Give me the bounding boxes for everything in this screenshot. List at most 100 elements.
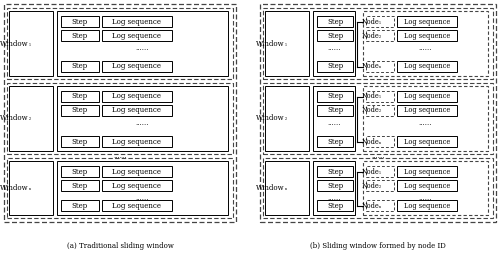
Text: Window: Window xyxy=(256,40,285,47)
Text: ₁: ₁ xyxy=(285,41,287,46)
Bar xyxy=(313,161,355,215)
Text: Log sequence: Log sequence xyxy=(404,92,450,101)
Text: Window: Window xyxy=(256,184,285,192)
Text: Step: Step xyxy=(72,92,88,101)
Bar xyxy=(366,105,394,116)
Bar xyxy=(366,16,394,27)
Text: Log sequence: Log sequence xyxy=(112,62,162,71)
Bar xyxy=(61,180,99,191)
Text: Log sequence: Log sequence xyxy=(404,137,450,146)
Bar xyxy=(366,180,394,191)
Text: Step: Step xyxy=(327,201,343,210)
Bar xyxy=(102,105,172,116)
Text: ......: ...... xyxy=(419,194,432,202)
Text: Log sequence: Log sequence xyxy=(404,62,450,71)
Text: Step: Step xyxy=(327,62,343,71)
Bar xyxy=(61,30,99,41)
Text: Window: Window xyxy=(0,40,29,47)
Text: ₁: ₁ xyxy=(379,20,381,24)
Text: ......: ...... xyxy=(136,194,149,202)
Text: Step: Step xyxy=(72,182,88,189)
Text: Node: Node xyxy=(361,182,379,189)
Text: Log sequence: Log sequence xyxy=(112,106,162,115)
Text: ......: ...... xyxy=(419,44,432,52)
Text: Log sequence: Log sequence xyxy=(112,18,162,25)
Bar xyxy=(7,8,233,79)
Text: ₂: ₂ xyxy=(379,34,381,39)
Bar xyxy=(9,86,53,151)
Text: (a) Traditional sliding window: (a) Traditional sliding window xyxy=(66,242,174,250)
Text: ₂: ₂ xyxy=(29,117,31,121)
Bar xyxy=(263,158,493,218)
Bar xyxy=(366,200,394,211)
Bar xyxy=(263,83,493,154)
Text: Step: Step xyxy=(327,182,343,189)
Bar xyxy=(102,166,172,177)
Bar xyxy=(317,136,353,147)
Bar xyxy=(397,105,457,116)
Text: ......: ...... xyxy=(136,119,149,127)
Bar xyxy=(366,61,394,72)
Text: Log sequence: Log sequence xyxy=(112,92,162,101)
Bar xyxy=(317,91,353,102)
Bar xyxy=(9,11,53,76)
Text: Node: Node xyxy=(361,106,379,115)
Bar xyxy=(317,200,353,211)
Text: Log sequence: Log sequence xyxy=(112,167,162,176)
Text: Node: Node xyxy=(361,62,379,71)
Text: ₙ: ₙ xyxy=(379,139,382,145)
Text: ......: ...... xyxy=(327,44,341,52)
Bar xyxy=(317,30,353,41)
Bar xyxy=(366,91,394,102)
Text: Node: Node xyxy=(361,137,379,146)
Text: Step: Step xyxy=(72,167,88,176)
Bar xyxy=(317,105,353,116)
Bar xyxy=(263,8,493,79)
Text: Node: Node xyxy=(361,167,379,176)
Text: Step: Step xyxy=(327,18,343,25)
Text: Log sequence: Log sequence xyxy=(404,106,450,115)
Bar xyxy=(61,105,99,116)
Bar xyxy=(102,91,172,102)
Text: ₁: ₁ xyxy=(379,94,381,100)
Text: Log sequence: Log sequence xyxy=(112,182,162,189)
Bar xyxy=(102,180,172,191)
Text: Step: Step xyxy=(72,106,88,115)
Text: Window: Window xyxy=(256,115,285,122)
Text: Step: Step xyxy=(327,106,343,115)
Text: Log sequence: Log sequence xyxy=(404,167,450,176)
Text: Step: Step xyxy=(72,31,88,40)
Bar xyxy=(397,91,457,102)
Bar xyxy=(61,136,99,147)
Bar xyxy=(397,136,457,147)
Bar xyxy=(313,86,355,151)
Bar xyxy=(317,16,353,27)
Bar xyxy=(366,136,394,147)
Text: Step: Step xyxy=(327,167,343,176)
Text: Node: Node xyxy=(361,31,379,40)
Bar xyxy=(61,200,99,211)
Text: Step: Step xyxy=(327,92,343,101)
Bar xyxy=(61,61,99,72)
Text: ₂: ₂ xyxy=(379,108,381,114)
Bar xyxy=(313,11,355,76)
Bar xyxy=(363,11,488,76)
Bar xyxy=(397,166,457,177)
Bar xyxy=(61,91,99,102)
Text: Step: Step xyxy=(327,137,343,146)
Bar xyxy=(102,61,172,72)
Text: Log sequence: Log sequence xyxy=(404,31,450,40)
Bar xyxy=(7,158,233,218)
Bar xyxy=(102,136,172,147)
Text: Step: Step xyxy=(72,137,88,146)
Text: Log sequence: Log sequence xyxy=(404,182,450,189)
Text: ₂: ₂ xyxy=(285,117,287,121)
Text: ......: ...... xyxy=(327,119,341,127)
Text: ......: ...... xyxy=(136,44,149,52)
Bar xyxy=(260,4,496,222)
Text: Window: Window xyxy=(0,184,29,192)
Bar xyxy=(397,30,457,41)
Text: Step: Step xyxy=(327,31,343,40)
Bar xyxy=(265,11,309,76)
Text: Log sequence: Log sequence xyxy=(112,201,162,210)
